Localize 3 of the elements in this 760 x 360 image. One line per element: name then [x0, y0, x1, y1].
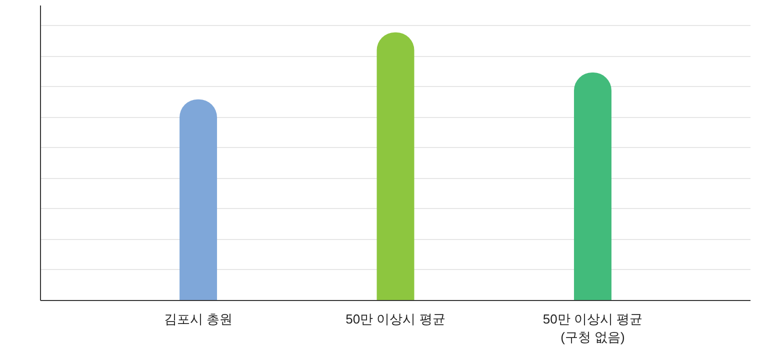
x-tick-label: 김포시 총원 — [164, 312, 233, 326]
x-tick-label: 50만 이상시 평균 (구청 없음) — [542, 312, 643, 344]
x-tick-label: 50만 이상시 평균 — [346, 312, 446, 326]
